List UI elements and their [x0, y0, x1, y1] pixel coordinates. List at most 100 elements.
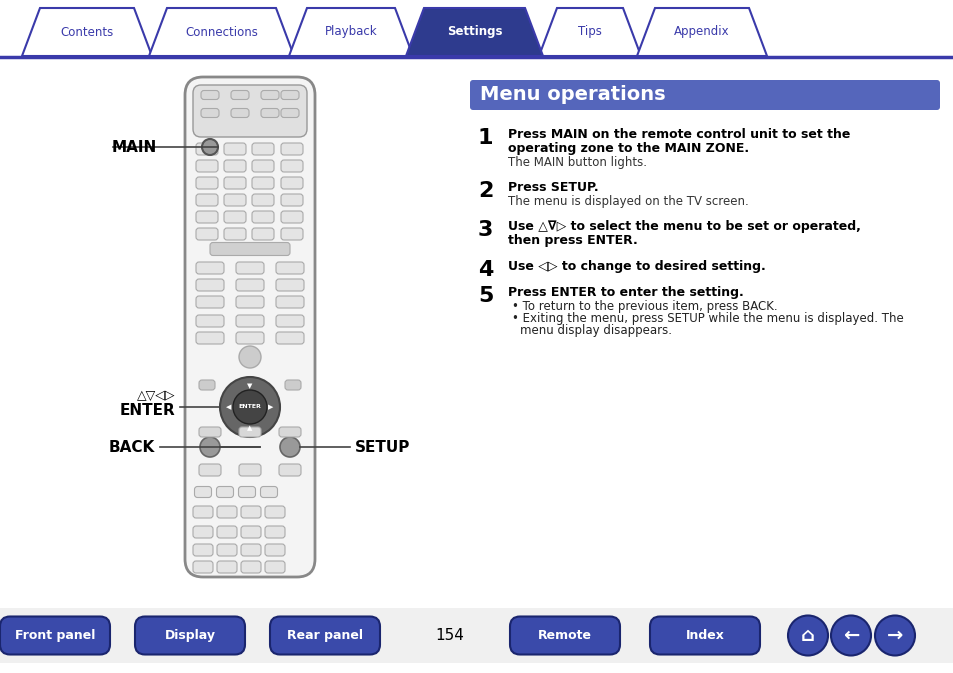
Circle shape	[202, 139, 218, 155]
Text: 3: 3	[477, 220, 493, 240]
FancyBboxPatch shape	[252, 160, 274, 172]
Text: ▶: ▶	[268, 404, 274, 410]
FancyBboxPatch shape	[285, 380, 301, 390]
FancyBboxPatch shape	[281, 108, 298, 118]
Polygon shape	[289, 8, 413, 56]
Text: BACK: BACK	[109, 439, 154, 454]
Polygon shape	[22, 8, 152, 56]
FancyBboxPatch shape	[195, 315, 224, 327]
FancyBboxPatch shape	[239, 427, 261, 437]
FancyBboxPatch shape	[201, 108, 219, 118]
FancyBboxPatch shape	[265, 526, 285, 538]
FancyBboxPatch shape	[185, 77, 314, 577]
Text: Menu operations: Menu operations	[479, 85, 665, 104]
Text: ⌂: ⌂	[801, 626, 814, 645]
FancyBboxPatch shape	[235, 296, 264, 308]
FancyBboxPatch shape	[281, 90, 298, 100]
FancyBboxPatch shape	[261, 90, 278, 100]
FancyBboxPatch shape	[201, 90, 219, 100]
FancyBboxPatch shape	[275, 279, 304, 291]
FancyBboxPatch shape	[278, 464, 301, 476]
FancyBboxPatch shape	[224, 160, 246, 172]
FancyBboxPatch shape	[195, 279, 224, 291]
Circle shape	[830, 616, 870, 656]
FancyBboxPatch shape	[224, 194, 246, 206]
FancyBboxPatch shape	[260, 487, 277, 497]
FancyBboxPatch shape	[470, 80, 939, 110]
Text: Press MAIN on the remote control unit to set the: Press MAIN on the remote control unit to…	[507, 128, 849, 141]
Text: Playback: Playback	[324, 26, 377, 38]
FancyBboxPatch shape	[199, 380, 214, 390]
FancyBboxPatch shape	[265, 506, 285, 518]
FancyBboxPatch shape	[281, 143, 303, 155]
FancyBboxPatch shape	[193, 561, 213, 573]
Text: 4: 4	[477, 260, 493, 280]
Text: →: →	[886, 626, 902, 645]
FancyBboxPatch shape	[281, 160, 303, 172]
Text: Settings: Settings	[446, 26, 501, 38]
FancyBboxPatch shape	[281, 177, 303, 189]
Circle shape	[233, 390, 267, 424]
FancyBboxPatch shape	[199, 427, 221, 437]
Text: ENTER: ENTER	[119, 403, 174, 418]
FancyBboxPatch shape	[235, 279, 264, 291]
FancyBboxPatch shape	[241, 544, 261, 556]
FancyBboxPatch shape	[275, 315, 304, 327]
FancyBboxPatch shape	[0, 616, 110, 655]
Text: ▼: ▼	[247, 383, 253, 389]
FancyBboxPatch shape	[235, 315, 264, 327]
Circle shape	[280, 437, 299, 457]
FancyBboxPatch shape	[252, 194, 274, 206]
Text: Use △∇▷ to select the menu to be set or operated,: Use △∇▷ to select the menu to be set or …	[507, 220, 860, 233]
Text: operating zone to the MAIN ZONE.: operating zone to the MAIN ZONE.	[507, 142, 748, 155]
FancyBboxPatch shape	[216, 487, 233, 497]
FancyBboxPatch shape	[238, 487, 255, 497]
Text: Tips: Tips	[578, 26, 601, 38]
FancyBboxPatch shape	[195, 177, 218, 189]
FancyBboxPatch shape	[193, 506, 213, 518]
FancyBboxPatch shape	[199, 464, 221, 476]
FancyBboxPatch shape	[275, 296, 304, 308]
Text: 1: 1	[477, 128, 493, 148]
FancyBboxPatch shape	[216, 544, 236, 556]
FancyBboxPatch shape	[649, 616, 760, 655]
Text: then press ENTER.: then press ENTER.	[507, 234, 638, 247]
Text: ◀: ◀	[226, 404, 232, 410]
Text: ▲: ▲	[247, 425, 253, 431]
FancyBboxPatch shape	[231, 90, 249, 100]
FancyBboxPatch shape	[239, 464, 261, 476]
Text: • Exiting the menu, press SETUP while the menu is displayed. The: • Exiting the menu, press SETUP while th…	[512, 312, 902, 325]
Text: The menu is displayed on the TV screen.: The menu is displayed on the TV screen.	[507, 195, 748, 208]
FancyBboxPatch shape	[241, 506, 261, 518]
Polygon shape	[538, 8, 640, 56]
Text: △▽◁▷: △▽◁▷	[136, 389, 174, 402]
FancyBboxPatch shape	[278, 427, 301, 437]
FancyBboxPatch shape	[210, 242, 290, 256]
Polygon shape	[406, 8, 542, 56]
FancyBboxPatch shape	[241, 526, 261, 538]
FancyBboxPatch shape	[270, 616, 379, 655]
FancyBboxPatch shape	[235, 262, 264, 274]
Text: Rear panel: Rear panel	[287, 629, 363, 642]
Circle shape	[200, 437, 220, 457]
FancyBboxPatch shape	[235, 332, 264, 344]
Circle shape	[220, 377, 280, 437]
Text: Press ENTER to enter the setting.: Press ENTER to enter the setting.	[507, 286, 743, 299]
Text: Appendix: Appendix	[674, 26, 729, 38]
Text: Remote: Remote	[537, 629, 592, 642]
FancyBboxPatch shape	[195, 228, 218, 240]
Text: menu display disappears.: menu display disappears.	[519, 324, 671, 337]
FancyBboxPatch shape	[252, 228, 274, 240]
FancyBboxPatch shape	[195, 262, 224, 274]
FancyBboxPatch shape	[241, 561, 261, 573]
Text: ←: ←	[841, 626, 859, 645]
Circle shape	[239, 346, 261, 368]
Text: SETUP: SETUP	[355, 439, 410, 454]
Circle shape	[787, 616, 827, 656]
Text: • To return to the previous item, press BACK.: • To return to the previous item, press …	[512, 300, 777, 313]
Text: Connections: Connections	[185, 26, 257, 38]
FancyBboxPatch shape	[0, 608, 953, 663]
FancyBboxPatch shape	[216, 506, 236, 518]
Text: Press SETUP.: Press SETUP.	[507, 181, 598, 194]
Text: 5: 5	[477, 286, 493, 306]
